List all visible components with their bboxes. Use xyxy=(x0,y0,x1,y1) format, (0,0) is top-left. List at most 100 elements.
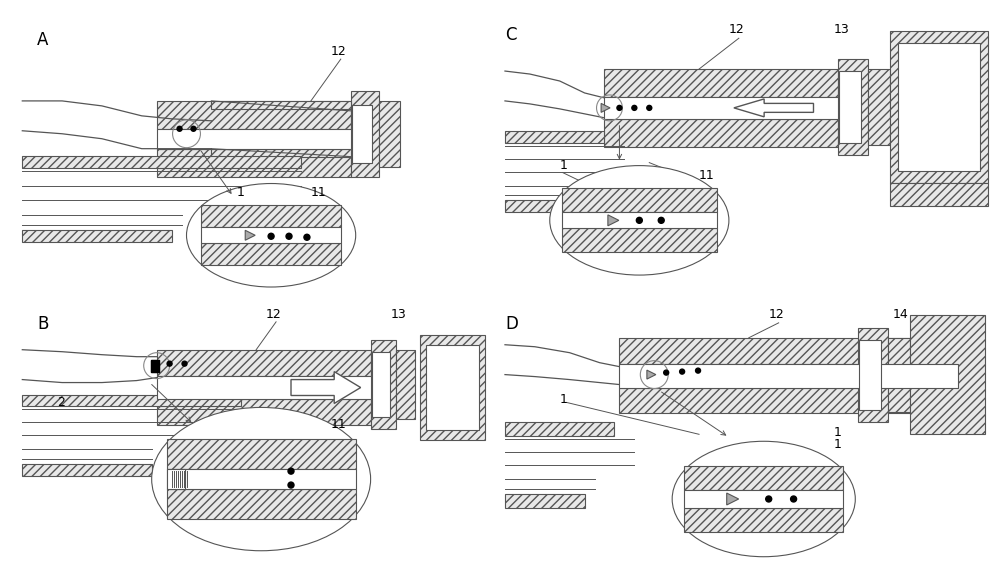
Bar xyxy=(22,394,241,407)
Circle shape xyxy=(632,105,637,110)
Bar xyxy=(396,350,415,419)
Polygon shape xyxy=(727,493,739,505)
Circle shape xyxy=(647,105,652,110)
Text: A: A xyxy=(37,31,49,49)
Text: 2: 2 xyxy=(57,396,65,409)
Bar xyxy=(858,328,888,422)
Bar xyxy=(167,469,356,489)
Ellipse shape xyxy=(672,442,855,557)
Bar xyxy=(167,469,185,489)
Text: C: C xyxy=(505,26,516,44)
Bar xyxy=(157,129,351,149)
Bar xyxy=(371,340,396,429)
Bar xyxy=(898,43,980,171)
Ellipse shape xyxy=(550,166,729,275)
Circle shape xyxy=(636,217,642,223)
Bar xyxy=(426,345,479,431)
Bar xyxy=(604,69,838,97)
Circle shape xyxy=(288,482,294,488)
Ellipse shape xyxy=(187,184,356,287)
Bar xyxy=(420,335,485,440)
Bar xyxy=(890,31,988,182)
Circle shape xyxy=(177,126,182,131)
Text: 12: 12 xyxy=(266,309,282,321)
Bar xyxy=(604,97,838,119)
Bar xyxy=(201,243,341,265)
Circle shape xyxy=(304,234,310,240)
Bar xyxy=(684,508,843,532)
Bar xyxy=(151,360,159,372)
Bar xyxy=(619,364,958,388)
Circle shape xyxy=(167,361,172,366)
Text: 1: 1 xyxy=(833,426,841,439)
Bar xyxy=(352,105,372,163)
Bar xyxy=(157,400,371,425)
Bar xyxy=(910,315,985,435)
Circle shape xyxy=(191,126,196,131)
Text: 11: 11 xyxy=(331,418,347,431)
Text: 1: 1 xyxy=(560,159,568,172)
Ellipse shape xyxy=(152,407,371,551)
Text: 11: 11 xyxy=(699,169,715,182)
Bar xyxy=(684,466,843,490)
Bar xyxy=(351,91,379,177)
Circle shape xyxy=(766,496,772,502)
Bar xyxy=(505,494,585,508)
Bar xyxy=(211,149,351,157)
Circle shape xyxy=(182,361,187,366)
Bar xyxy=(201,206,341,227)
Polygon shape xyxy=(291,372,361,403)
Bar xyxy=(211,101,351,109)
Bar xyxy=(505,131,604,143)
Polygon shape xyxy=(608,215,619,226)
Circle shape xyxy=(658,217,664,223)
Bar xyxy=(379,101,400,167)
Bar xyxy=(151,360,159,372)
Text: 1: 1 xyxy=(833,437,841,451)
Bar xyxy=(604,119,838,146)
Circle shape xyxy=(696,368,701,373)
Bar xyxy=(372,352,390,417)
Bar xyxy=(619,388,958,414)
Circle shape xyxy=(617,105,622,110)
Circle shape xyxy=(286,234,292,239)
Bar xyxy=(562,188,717,213)
Text: 14: 14 xyxy=(893,309,909,321)
Bar xyxy=(505,200,575,213)
Bar xyxy=(157,149,351,177)
Text: 12: 12 xyxy=(769,309,784,321)
Bar xyxy=(838,59,868,155)
Bar xyxy=(562,228,717,252)
Bar xyxy=(201,227,341,243)
Text: 13: 13 xyxy=(391,309,406,321)
Bar xyxy=(157,101,351,129)
Bar xyxy=(22,156,301,167)
Circle shape xyxy=(268,234,274,239)
Bar xyxy=(157,375,371,400)
Bar xyxy=(22,464,152,476)
Bar xyxy=(22,230,172,242)
Polygon shape xyxy=(734,99,813,117)
Bar xyxy=(888,338,910,413)
Text: 12: 12 xyxy=(331,45,347,58)
Bar xyxy=(839,71,861,143)
Bar xyxy=(562,213,717,228)
Circle shape xyxy=(680,369,685,374)
Bar xyxy=(505,422,614,436)
Circle shape xyxy=(664,370,669,375)
Bar xyxy=(157,350,371,375)
Circle shape xyxy=(791,496,797,502)
Text: 13: 13 xyxy=(833,23,849,36)
Bar xyxy=(167,489,356,519)
Circle shape xyxy=(288,468,294,474)
Polygon shape xyxy=(245,230,255,240)
Text: 12: 12 xyxy=(729,23,745,36)
Text: 1: 1 xyxy=(236,186,244,199)
Bar xyxy=(868,69,890,145)
Bar xyxy=(684,490,843,508)
Bar xyxy=(619,338,958,364)
Polygon shape xyxy=(601,103,610,112)
Text: 1: 1 xyxy=(560,393,568,406)
Bar xyxy=(167,439,356,469)
Bar xyxy=(890,182,988,206)
